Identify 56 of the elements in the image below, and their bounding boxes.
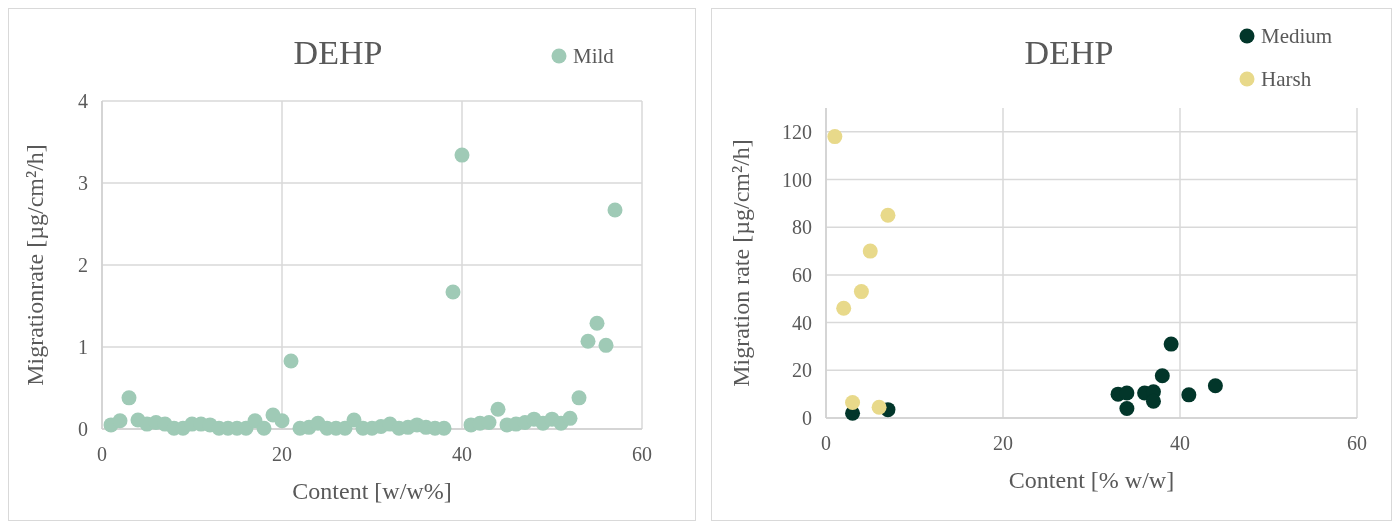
x-axis-title: Content [w/w%]: [292, 478, 452, 504]
y-tick-label: 4: [78, 90, 88, 112]
chart-title: DEHP: [1024, 34, 1114, 71]
point: [580, 333, 596, 349]
y-tick-label: 60: [792, 263, 812, 286]
y-tick-label: 0: [78, 418, 88, 440]
x-tick-label: 20: [993, 432, 1013, 454]
point: [1181, 387, 1197, 403]
x-tick-label: 60: [632, 443, 652, 465]
y-tick-label: 2: [78, 254, 88, 276]
point: [571, 390, 587, 406]
point: [598, 337, 614, 353]
y-tick-label: 100: [782, 168, 812, 191]
point: [454, 147, 470, 163]
point: [845, 395, 861, 410]
point: [880, 207, 896, 223]
point: [445, 284, 461, 300]
point: [827, 129, 843, 145]
legend-label: Mild: [573, 44, 615, 69]
x-tick-label: 0: [821, 432, 831, 454]
y-tick-label: 1: [78, 336, 88, 358]
y-tick-label: 20: [792, 359, 812, 382]
point: [121, 390, 137, 406]
point: [562, 410, 578, 426]
point: [1119, 385, 1135, 401]
point: [862, 243, 878, 259]
point: [1163, 336, 1179, 352]
y-axis-title: Migrationrate [µg/cm²/h]: [22, 144, 48, 386]
point: [1154, 368, 1170, 384]
y-tick-label: 0: [802, 407, 812, 429]
point: [607, 202, 623, 218]
point: [490, 401, 506, 417]
point: [256, 420, 272, 436]
y-tick-label: 40: [792, 311, 812, 334]
x-tick-label: 20: [272, 443, 292, 465]
chart-title: DEHP: [293, 34, 383, 71]
legend-label: Harsh: [1261, 67, 1312, 92]
y-tick-label: 3: [78, 172, 88, 194]
point: [871, 399, 887, 415]
x-tick-label: 40: [452, 443, 472, 465]
x-tick-label: 60: [1347, 432, 1367, 454]
y-tick-label: 80: [792, 216, 812, 239]
point: [1119, 400, 1135, 416]
point: [589, 315, 605, 331]
point: [836, 300, 852, 316]
point: [283, 353, 299, 369]
x-tick-label: 40: [1170, 432, 1190, 454]
legend-label: Medium: [1261, 24, 1333, 49]
point: [853, 284, 869, 300]
y-axis-title: Migration rate [µg/cm²/h]: [728, 139, 754, 387]
point: [274, 413, 290, 429]
point: [112, 413, 128, 429]
x-axis-title: Content [% w/w]: [1008, 467, 1175, 493]
y-tick-label: 120: [782, 120, 812, 143]
x-tick-label: 0: [97, 443, 107, 465]
point: [1207, 378, 1223, 394]
